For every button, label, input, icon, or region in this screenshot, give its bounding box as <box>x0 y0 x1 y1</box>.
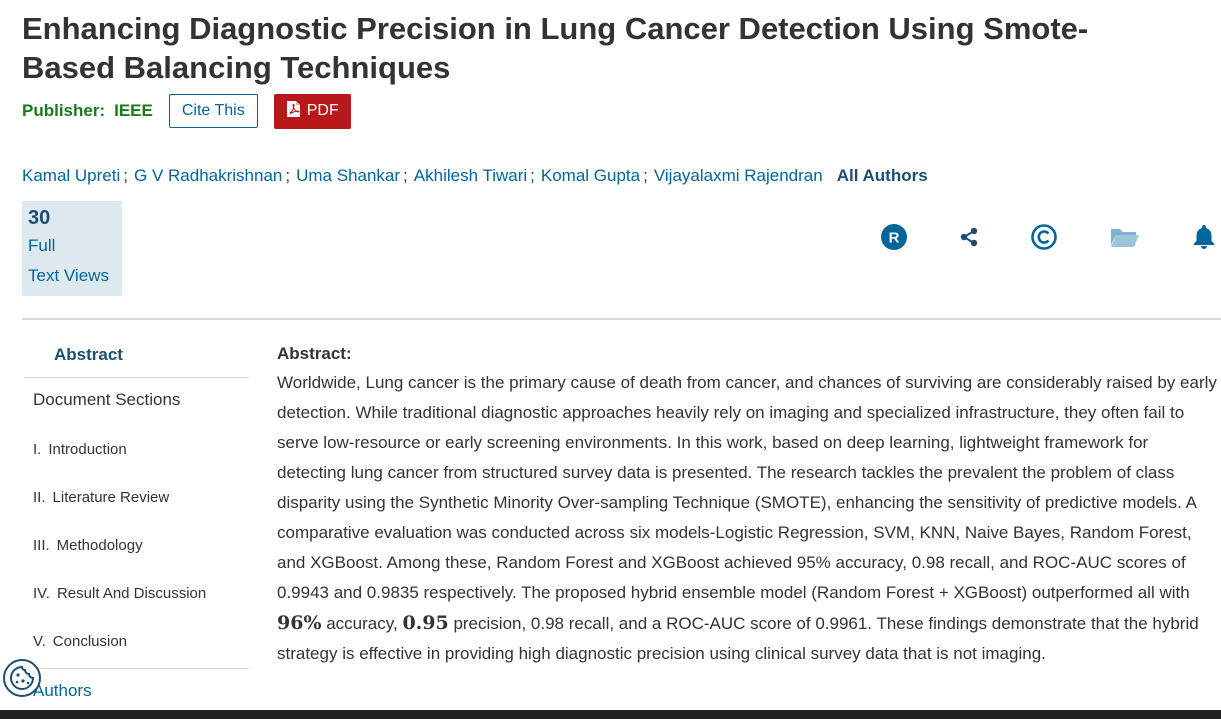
header-divider <box>22 318 1221 320</box>
all-authors-link[interactable]: All Authors <box>836 166 928 185</box>
publisher-row: Publisher: IEEE Cite This PDF <box>22 93 351 129</box>
document-nav: Abstract Document Sections I. Introductio… <box>24 335 249 701</box>
section-number: I. <box>33 441 42 458</box>
document-sections-heading: Document Sections <box>33 390 181 409</box>
full-text-views-metric[interactable]: 30 Full Text Views <box>22 201 122 296</box>
section-number: V. <box>33 633 46 650</box>
folder-icon[interactable] <box>1110 222 1140 252</box>
views-label-line1: Full <box>28 236 56 255</box>
abstract-text-part: Worldwide, Lung cancer is the primary ca… <box>277 373 1217 602</box>
nav-authors-link[interactable]: Authors <box>33 681 92 700</box>
cookie-preferences-button[interactable] <box>3 659 41 697</box>
svg-text:R: R <box>889 230 900 247</box>
nav-abstract-link[interactable]: Abstract <box>24 335 249 378</box>
section-label: Literature Review <box>52 489 170 506</box>
rights-icon[interactable]: R <box>879 222 909 252</box>
cite-this-button[interactable]: Cite This <box>168 94 258 128</box>
author-link[interactable]: G V Radhakrishnan <box>134 166 283 185</box>
author-separator: ; <box>530 166 535 185</box>
nav-section-result-and-discussion[interactable]: IV. Result And Discussion <box>24 570 249 618</box>
abstract-text: Worldwide, Lung cancer is the primary ca… <box>277 368 1217 669</box>
nav-divider <box>24 668 249 669</box>
views-count: 30 <box>28 207 51 229</box>
publisher-name: IEEE <box>114 101 153 120</box>
bottom-banner <box>0 710 1221 719</box>
author-separator: ; <box>643 166 648 185</box>
copyright-icon[interactable] <box>1029 222 1059 252</box>
section-label: Result And Discussion <box>56 585 207 602</box>
section-number: IV. <box>33 585 50 602</box>
alert-bell-icon[interactable] <box>1189 222 1219 252</box>
nav-section-conclusion[interactable]: V. Conclusion <box>24 618 249 666</box>
pdf-button[interactable]: PDF <box>273 93 351 129</box>
pdf-file-icon <box>286 100 301 123</box>
author-separator: ; <box>285 166 291 185</box>
abstract-math-accuracy: 96% <box>277 612 322 634</box>
author-link[interactable]: Vijayalaxmi Rajendran <box>653 166 823 185</box>
views-label-line2: Text Views <box>28 266 109 285</box>
author-link[interactable]: Kamal Upreti <box>22 166 121 185</box>
section-label: Conclusion <box>52 633 128 650</box>
section-number: II. <box>33 489 46 506</box>
publisher: Publisher: IEEE <box>22 101 153 121</box>
author-separator: ; <box>403 166 408 185</box>
abstract-math-precision: 0.95 <box>402 612 449 634</box>
abstract-section: Abstract: Worldwide, Lung cancer is the … <box>277 340 1217 669</box>
author-link[interactable]: Uma Shankar <box>296 166 401 185</box>
publisher-label: Publisher: <box>22 101 106 120</box>
section-label: Introduction <box>48 441 127 458</box>
author-list: Kamal Upreti; G V Radhakrishnan; Uma Shank… <box>22 164 928 188</box>
author-link[interactable]: Komal Gupta <box>540 166 641 185</box>
share-icon[interactable] <box>954 222 984 252</box>
article-title: Enhancing Diagnostic Precision in Lung C… <box>22 11 1089 85</box>
section-label: Methodology <box>56 537 143 554</box>
action-icons: R <box>0 222 1221 256</box>
abstract-text-part: accuracy, <box>321 614 403 633</box>
nav-section-introduction[interactable]: I. Introduction <box>24 426 249 474</box>
nav-section-literature-review[interactable]: II. Literature Review <box>24 474 249 522</box>
section-number: III. <box>33 537 50 554</box>
author-link[interactable]: Akhilesh Tiwari <box>413 166 528 185</box>
abstract-heading: Abstract: <box>277 344 352 363</box>
pdf-button-label: PDF <box>306 102 339 119</box>
nav-section-methodology[interactable]: III. Methodology <box>24 522 249 570</box>
author-separator: ; <box>123 166 128 185</box>
cookie-icon <box>10 665 35 690</box>
abstract-text-part: precision, 0.98 recall, and a ROC-AUC sc… <box>277 614 1199 663</box>
